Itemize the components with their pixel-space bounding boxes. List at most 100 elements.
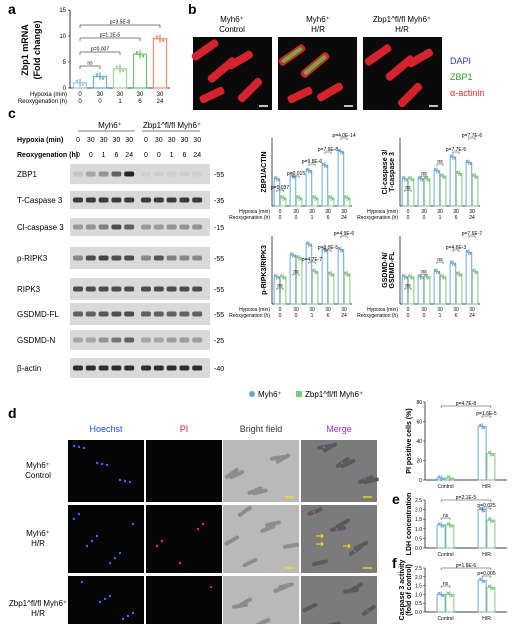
- data-point: [307, 243, 311, 246]
- a-reo-value: 24: [157, 99, 164, 105]
- data-point: [448, 523, 451, 527]
- data-point: [401, 274, 405, 277]
- blot-hyp-value: 0: [144, 137, 148, 144]
- data-point: [401, 176, 405, 179]
- blot-hyp-value: 30: [155, 137, 163, 144]
- y-tick-label: 0.5: [415, 536, 422, 542]
- bar: [449, 262, 457, 305]
- hyp-value: 30: [309, 307, 315, 313]
- cell-outline: [322, 442, 338, 453]
- data-point: [448, 593, 451, 596]
- nucleus: [118, 551, 122, 555]
- bar: [311, 270, 319, 305]
- data-point: [487, 584, 490, 587]
- hyp-value: 30: [293, 307, 299, 313]
- sig-bracket: [468, 235, 476, 238]
- data-point: [467, 251, 471, 254]
- cell-outline: [252, 488, 268, 496]
- blot-reo-value: 0: [144, 152, 148, 159]
- blot-band: [98, 286, 109, 292]
- blot-strip: [70, 278, 210, 300]
- blot-band: [153, 197, 164, 203]
- data-point: [439, 274, 443, 277]
- data-point: [405, 179, 409, 182]
- reo-value: 6: [327, 215, 330, 221]
- nucleus: [100, 462, 104, 466]
- a-dot: [155, 35, 159, 38]
- a-reo-value: 0: [78, 99, 82, 105]
- blot-band: [73, 171, 83, 177]
- d-row-label: H/R: [31, 609, 45, 618]
- blot-band: [192, 197, 203, 203]
- blot-band: [141, 337, 151, 343]
- blot-kda: -35: [214, 198, 224, 205]
- a-hyp-value: 30: [137, 92, 144, 98]
- blot-kda: -40: [214, 366, 224, 373]
- a-dot: [138, 52, 142, 56]
- data-point: [441, 174, 445, 178]
- blot-reo-value: 0: [157, 152, 161, 159]
- p-value: p=4.9E-6: [334, 231, 355, 237]
- data-point: [473, 270, 477, 273]
- data-point: [471, 268, 475, 271]
- cardiomyocyte-cell: [406, 48, 434, 68]
- blot-band: [153, 171, 164, 177]
- blot-band: [124, 171, 135, 177]
- data-point: [327, 195, 331, 198]
- blot-band: [111, 286, 122, 292]
- blot-band: [166, 171, 177, 177]
- blot-band: [179, 171, 190, 177]
- hyp-value: 30: [437, 209, 443, 215]
- bar: [279, 276, 287, 305]
- blot-band-label: β-actin: [17, 364, 41, 373]
- data-point: [407, 176, 411, 179]
- sig-bracket: [404, 189, 412, 192]
- reo-value: 6: [327, 313, 330, 319]
- b-legend-actinin: α-actinin: [450, 88, 484, 98]
- blot-band: [166, 311, 177, 317]
- bar: [455, 273, 463, 305]
- panel-c-western-blot: Myh6⁺ Zbp1^fl/fl Myh6⁺ Hypoxia (min) Reoxyg…: [17, 121, 224, 378]
- blot-band: [141, 171, 151, 177]
- a-dot: [115, 65, 119, 69]
- blot-band: [153, 224, 164, 230]
- nucleus: [103, 597, 107, 601]
- blot-band: [166, 337, 177, 343]
- blot-reo-value: 6: [182, 152, 186, 159]
- p-value: p=9.8E-6: [302, 159, 323, 165]
- blot-band: [192, 365, 203, 371]
- blot-band: [153, 311, 164, 317]
- blot-band: [98, 365, 109, 371]
- data-point: [315, 198, 319, 201]
- data-point: [433, 168, 437, 171]
- blot-strip: [70, 218, 210, 236]
- sig-bracket: [440, 499, 492, 502]
- data-point: [483, 510, 486, 513]
- bar: [465, 251, 473, 305]
- data-point: [329, 196, 333, 199]
- blot-band: [192, 286, 203, 292]
- reo-value: 24: [341, 313, 347, 319]
- d-image-tile: [223, 576, 299, 624]
- data-point: [407, 274, 411, 277]
- data-point: [311, 195, 315, 198]
- data-point: [479, 577, 482, 580]
- data-point: [421, 179, 425, 182]
- bar: [471, 175, 479, 207]
- b-legend-dapi: DAPI: [450, 56, 471, 66]
- data-point: [343, 271, 347, 274]
- y-axis-label: GSDMD-N/: [382, 252, 389, 287]
- data-point: [489, 452, 492, 455]
- blot-hyp-value: 30: [168, 137, 176, 144]
- sig-bracket: [420, 175, 428, 178]
- category-label: H/R: [482, 552, 491, 558]
- a-hyp-label: Hypoxia (min): [30, 92, 67, 98]
- nucleus: [90, 539, 94, 543]
- p-value: ns: [405, 283, 411, 289]
- sig-bracket: [404, 287, 412, 290]
- blot-band: [124, 311, 135, 317]
- reo-value: 0: [295, 215, 298, 221]
- b-col2-line2: H/R: [311, 25, 325, 34]
- blot-reo-value: 0: [89, 152, 93, 159]
- p-value: p=7.6E-7: [462, 231, 483, 237]
